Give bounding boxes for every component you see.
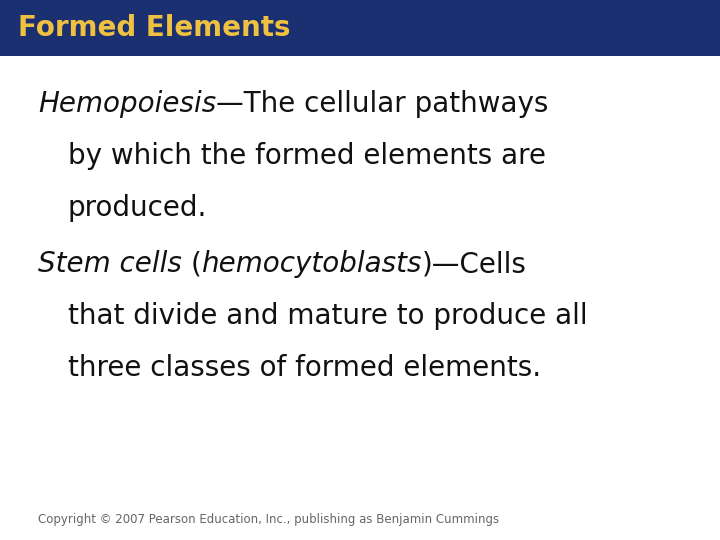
Bar (0, 0, 720, 56)
Text: Formed Elements: Formed Elements (18, 14, 290, 42)
Text: (: ( (191, 250, 202, 278)
Text: three classes of formed elements.: three classes of formed elements. (68, 354, 541, 382)
Text: Copyright © 2007 Pearson Education, Inc., publishing as Benjamin Cummings: Copyright © 2007 Pearson Education, Inc.… (38, 513, 499, 526)
Text: produced.: produced. (68, 194, 207, 222)
Text: hemocytoblasts: hemocytoblasts (202, 250, 422, 278)
Text: )—Cells: )—Cells (422, 250, 527, 278)
Text: Stem cells: Stem cells (38, 250, 191, 278)
Text: that divide and mature to produce all: that divide and mature to produce all (68, 302, 588, 330)
Text: Hemopoiesis: Hemopoiesis (38, 90, 216, 118)
Text: —The cellular pathways: —The cellular pathways (216, 90, 549, 118)
Text: by which the formed elements are: by which the formed elements are (68, 142, 546, 170)
